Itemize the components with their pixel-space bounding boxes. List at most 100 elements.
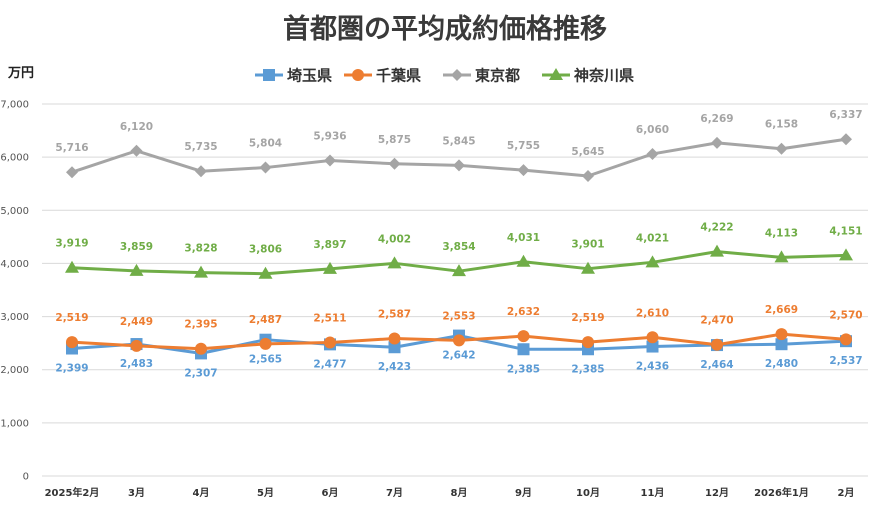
data-label: 2,423 <box>378 361 411 373</box>
y-tick-label: 6,000 <box>0 153 29 164</box>
y-axis-ticks: 0 1,000 2,000 3,000 4,000 5,000 6,000 7,000 <box>0 100 29 483</box>
data-point <box>452 264 466 277</box>
data-label: 5,936 <box>313 131 346 143</box>
data-point <box>839 248 853 261</box>
data-label: 2,395 <box>184 319 217 331</box>
x-tick-label: 5月 <box>257 487 274 499</box>
data-point <box>194 265 208 278</box>
y-tick-label: 4,000 <box>0 259 29 270</box>
data-label: 3,854 <box>442 241 475 253</box>
x-tick-label: 12月 <box>705 487 729 499</box>
data-point <box>775 142 788 155</box>
data-point <box>646 331 659 344</box>
data-label: 4,002 <box>378 233 411 245</box>
data-point <box>840 133 852 146</box>
data-label: 3,806 <box>249 244 282 256</box>
data-point <box>582 336 594 349</box>
data-label: 6,120 <box>120 121 153 133</box>
data-label: 2,610 <box>636 307 669 319</box>
legend-label: 東京都 <box>475 67 520 85</box>
data-point <box>453 159 465 172</box>
data-label: 5,755 <box>507 140 540 152</box>
data-label: 2,570 <box>829 309 862 321</box>
legend-marker <box>352 69 364 81</box>
data-point <box>259 337 272 350</box>
data-point <box>388 341 401 354</box>
data-label: 4,113 <box>765 227 798 239</box>
x-tick-label: 9月 <box>515 487 532 499</box>
gridlines <box>42 103 868 477</box>
data-label: 2,470 <box>700 315 733 327</box>
data-label: 6,269 <box>700 113 733 125</box>
data-label: 2,487 <box>249 314 282 326</box>
data-label: 2,632 <box>507 306 540 318</box>
data-point <box>387 256 402 269</box>
data-label: 4,031 <box>507 232 540 244</box>
x-tick-label: 6月 <box>322 487 339 499</box>
x-tick-label: 11月 <box>641 487 665 499</box>
x-axis-ticks: 2025年2月 3月 4月 5月 6月 7月 8月 9月 10月 11月 12月 2026年1月 2月 <box>45 486 855 499</box>
data-label: 2,436 <box>636 361 669 373</box>
data-point <box>388 157 401 170</box>
data-label: 3,901 <box>571 239 604 251</box>
data-label: 2,519 <box>571 312 604 324</box>
data-point <box>516 254 531 267</box>
data-label: 2,553 <box>442 310 475 322</box>
legend: 埼玉県 千葉県 東京都 神奈川県 <box>255 67 634 85</box>
data-point <box>195 165 207 178</box>
data-point <box>323 261 337 274</box>
data-point <box>453 334 465 347</box>
data-label: 6,060 <box>636 124 669 136</box>
legend-label: 神奈川県 <box>574 67 634 85</box>
y-tick-label: 2,000 <box>0 365 29 376</box>
data-label: 2,385 <box>571 363 604 375</box>
data-point <box>775 328 788 341</box>
data-label: 5,845 <box>442 135 475 147</box>
data-label: 2,477 <box>313 358 346 370</box>
data-point <box>517 164 530 177</box>
data-point <box>130 144 143 157</box>
data-label: 2,483 <box>120 358 153 370</box>
data-label: 3,828 <box>184 243 217 255</box>
legend-marker <box>451 69 463 81</box>
x-tick-label: 10月 <box>576 487 600 499</box>
data-point <box>775 338 788 351</box>
data-label: 5,875 <box>378 134 411 146</box>
data-label: 5,716 <box>55 142 88 154</box>
data-label: 5,735 <box>184 141 217 153</box>
x-tick-label: 2026年1月 <box>754 486 809 499</box>
data-point <box>324 336 336 349</box>
data-point <box>645 255 660 268</box>
plot-area <box>65 133 853 360</box>
y-tick-label: 0 <box>23 472 29 483</box>
data-point <box>711 338 723 351</box>
data-label: 2,565 <box>249 354 282 366</box>
data-point <box>66 166 78 179</box>
y-axis-unit: 万円 <box>7 66 34 81</box>
data-point <box>646 340 659 353</box>
data-label: 2,669 <box>765 304 798 316</box>
y-tick-label: 7,000 <box>0 100 29 111</box>
data-label: 4,222 <box>700 222 733 234</box>
x-tick-label: 7月 <box>386 487 403 499</box>
legend-label: 千葉県 <box>376 67 421 85</box>
legend-marker <box>549 68 563 80</box>
y-tick-label: 5,000 <box>0 206 29 217</box>
data-label: 3,859 <box>120 241 153 253</box>
data-point <box>774 250 789 263</box>
chart-title: 首都圏の平均成約価格推移 <box>283 13 607 45</box>
x-tick-label: 2025年2月 <box>45 486 100 499</box>
data-point <box>581 261 595 274</box>
x-tick-label: 3月 <box>128 487 145 499</box>
data-label: 4,151 <box>829 225 862 237</box>
x-tick-label: 8月 <box>451 487 468 499</box>
legend-marker <box>263 69 275 81</box>
data-point <box>517 330 530 343</box>
data-point <box>65 260 79 273</box>
data-label: 6,158 <box>765 119 798 131</box>
data-label: 2,537 <box>829 355 862 367</box>
x-tick-label: 2月 <box>838 487 855 499</box>
data-label: 4,021 <box>636 232 669 244</box>
data-point <box>388 332 401 345</box>
